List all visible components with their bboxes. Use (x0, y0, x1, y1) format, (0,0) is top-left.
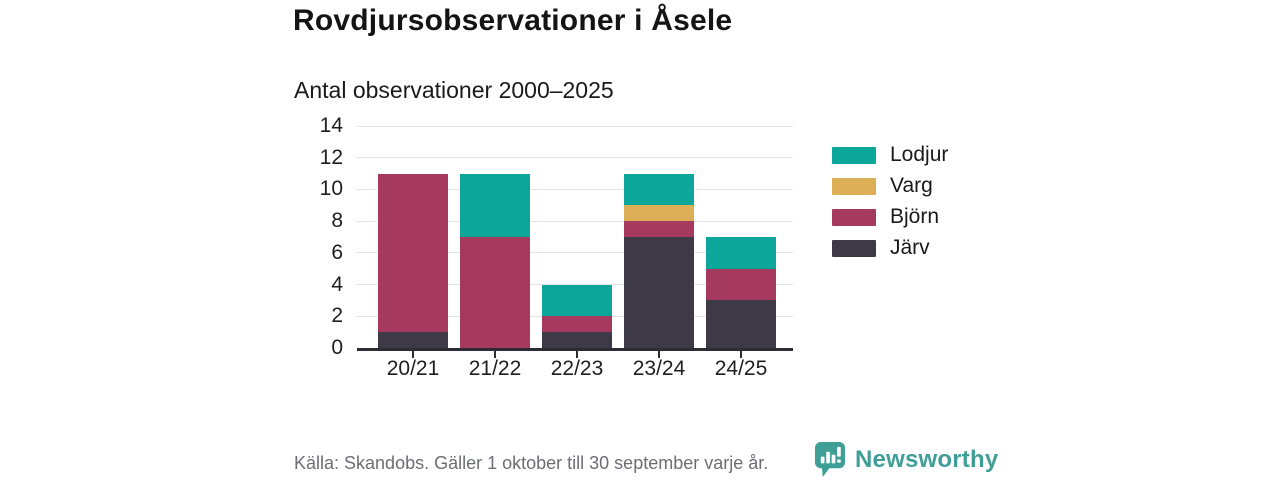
bar-segment-järv (706, 300, 776, 348)
legend-label: Lodjur (890, 143, 949, 166)
legend-item-björn: Björn (832, 205, 948, 228)
y-tick-label: 4 (331, 272, 343, 296)
x-axis-tick (412, 351, 414, 358)
bar-segment-björn (460, 237, 530, 348)
chart-legend: Lodjur Varg Björn Järv (832, 143, 949, 270)
legend-label: Varg (890, 174, 933, 197)
legend-swatch (832, 239, 876, 257)
bar-segment-björn (542, 316, 612, 333)
y-tick-label: 8 (331, 209, 343, 233)
brand-name: Newsworthy (855, 445, 999, 473)
page-title: Rovdjursobservationer i Åsele (293, 4, 733, 37)
gridline (357, 252, 793, 254)
chart-subtitle: Antal observationer 2000–2025 (294, 77, 614, 103)
legend-swatch (832, 208, 876, 226)
bar-21-22 (460, 173, 530, 348)
y-tick-label: 6 (331, 240, 343, 264)
x-tick-label: 24/25 (714, 357, 768, 380)
plot-area (357, 125, 793, 358)
y-tick-label: 2 (331, 304, 343, 328)
bar-20-21 (378, 173, 448, 348)
bar-22-23 (542, 284, 612, 348)
gridline (357, 284, 793, 286)
x-axis-tick (576, 351, 578, 358)
legend-swatch (832, 146, 876, 164)
bar-segment-björn (706, 268, 776, 301)
gridline (357, 157, 793, 159)
source-note: Källa: Skandobs. Gäller 1 oktober till 3… (294, 453, 769, 473)
y-tick-label: 12 (319, 145, 343, 169)
x-tick-label: 23/24 (632, 357, 686, 380)
y-tick-label: 0 (331, 336, 343, 359)
x-axis-tick (494, 351, 496, 358)
x-axis-tick (740, 351, 742, 358)
bar-segment-järv (542, 332, 612, 348)
gridline (357, 188, 793, 190)
legend-item-lodjur: Lodjur (832, 143, 949, 166)
x-axis-tick (658, 351, 660, 358)
legend-label: Järv (890, 236, 930, 259)
newsworthy-brand: Newsworthy (814, 441, 998, 478)
gridline (357, 125, 793, 127)
bar-segment-järv (378, 332, 448, 348)
y-tick-label: 10 (319, 177, 343, 201)
bar-segment-björn (378, 173, 448, 333)
x-tick-label: 22/23 (550, 357, 604, 380)
bar-segment-lodjur (706, 237, 776, 269)
x-tick-label: 20/21 (386, 357, 440, 380)
legend-label: Björn (890, 205, 940, 228)
legend-item-järv: Järv (832, 236, 948, 259)
bar-23-24 (624, 173, 694, 348)
x-tick-label: 21/22 (468, 357, 522, 380)
bar-segment-lodjur (624, 173, 694, 206)
y-tick-label: 14 (319, 114, 343, 137)
legend-swatch (832, 177, 876, 195)
legend-item-varg: Varg (832, 174, 948, 197)
bar-segment-lodjur (542, 284, 612, 317)
newsworthy-logo-icon (814, 442, 846, 477)
bar-segment-järv (624, 237, 694, 348)
bar-24-25 (706, 237, 776, 348)
bar-segment-björn (624, 221, 694, 237)
bar-segment-lodjur (460, 173, 530, 237)
bar-segment-varg (624, 205, 694, 222)
gridline (357, 220, 793, 222)
